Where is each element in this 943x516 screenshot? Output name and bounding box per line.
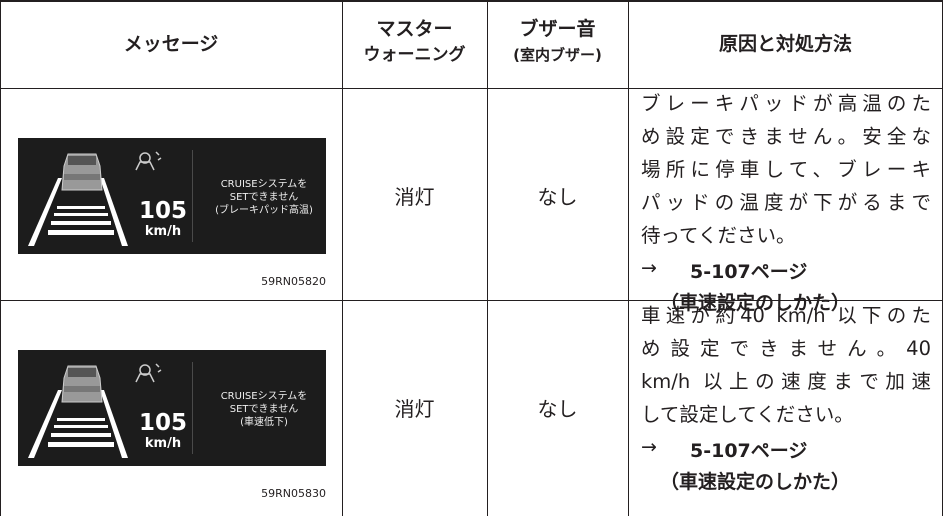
cause-line: 待ってください。	[641, 224, 796, 247]
header-line: マスター	[376, 18, 453, 40]
cause-line: 車速が約40 km/h 以下のた	[641, 304, 931, 327]
cause-line: ブレーキパッドが高温のた	[641, 92, 931, 115]
cause-line: め設定できません。40	[641, 337, 931, 360]
cause-line: 場所に停車して、ブレーキ	[641, 158, 931, 181]
car-graphic	[28, 362, 193, 458]
header-cell: ブザー音 (室内ブザー)	[487, 16, 628, 68]
header-cell: メッセージ	[123, 33, 219, 55]
display-message-line: CRUISEシステムを	[220, 391, 308, 402]
display-speed: 105	[138, 198, 187, 224]
rule	[628, 0, 629, 516]
rule	[0, 0, 1, 516]
image-id: 59RN05830	[261, 487, 326, 500]
cause-line: して設定してください。	[641, 403, 854, 426]
master-warning: 消灯	[394, 185, 435, 209]
header-cell: マスター ウォーニング	[342, 16, 487, 68]
display-unit: km/h	[144, 436, 182, 451]
buzzer: なし	[537, 397, 578, 421]
car-graphic	[28, 150, 193, 246]
display-message: CRUISEシステムを SETできません (車速低下)	[196, 390, 332, 429]
reference-title: （車速設定のしかた）	[660, 471, 851, 493]
display-message: CRUISEシステムを SETできません (ブレーキパッド高温)	[196, 178, 332, 217]
reference-arrow: →	[641, 257, 657, 279]
display-speed: 105	[138, 410, 187, 436]
cause-line: km/h 以上の速度まで加速	[641, 370, 931, 393]
header-cell: 原因と対処方法	[718, 33, 852, 55]
image-id: 59RN05820	[261, 275, 326, 288]
master-warning: 消灯	[394, 397, 435, 421]
cause-line: め設定できません。安全な	[641, 125, 931, 148]
display-image: 105 km/h CRUISEシステムを SETできません (ブレーキパッド高温)	[18, 138, 326, 254]
buzzer: なし	[537, 185, 578, 209]
cause-text: ブレーキパッドが高温のた め設定できません。安全な 場所に停車して、ブレーキ パッドの…	[641, 87, 931, 252]
rule	[342, 0, 343, 516]
display-unit: km/h	[144, 224, 182, 239]
header-line: (室内ブザー)	[513, 46, 602, 64]
reference-title: （車速設定のしかた）	[660, 292, 851, 314]
rule	[0, 0, 943, 2]
header-line: ブザー音	[519, 18, 596, 40]
display-message-line: (車速低下)	[240, 417, 288, 428]
display-message-line: SETできません	[229, 404, 299, 415]
display-message-line: CRUISEシステムを	[220, 179, 308, 190]
reference-page: 5-107ページ	[690, 261, 808, 283]
display-image: 105 km/h CRUISEシステムを SETできません (車速低下)	[18, 350, 326, 466]
rule	[0, 300, 943, 301]
cause-text: 車速が約40 km/h 以下のた め設定できません。40 km/h 以上の速度まで加…	[641, 299, 931, 431]
reference-arrow: →	[641, 436, 657, 458]
cause-line: パッドの温度が下がるまで	[641, 191, 931, 214]
header-line: ウォーニング	[363, 45, 466, 65]
rule	[487, 0, 488, 516]
display-message-line: SETできません	[229, 192, 299, 203]
display-message-line: (ブレーキパッド高温)	[215, 205, 313, 216]
rule	[0, 88, 943, 89]
reference-page: 5-107ページ	[690, 440, 808, 462]
